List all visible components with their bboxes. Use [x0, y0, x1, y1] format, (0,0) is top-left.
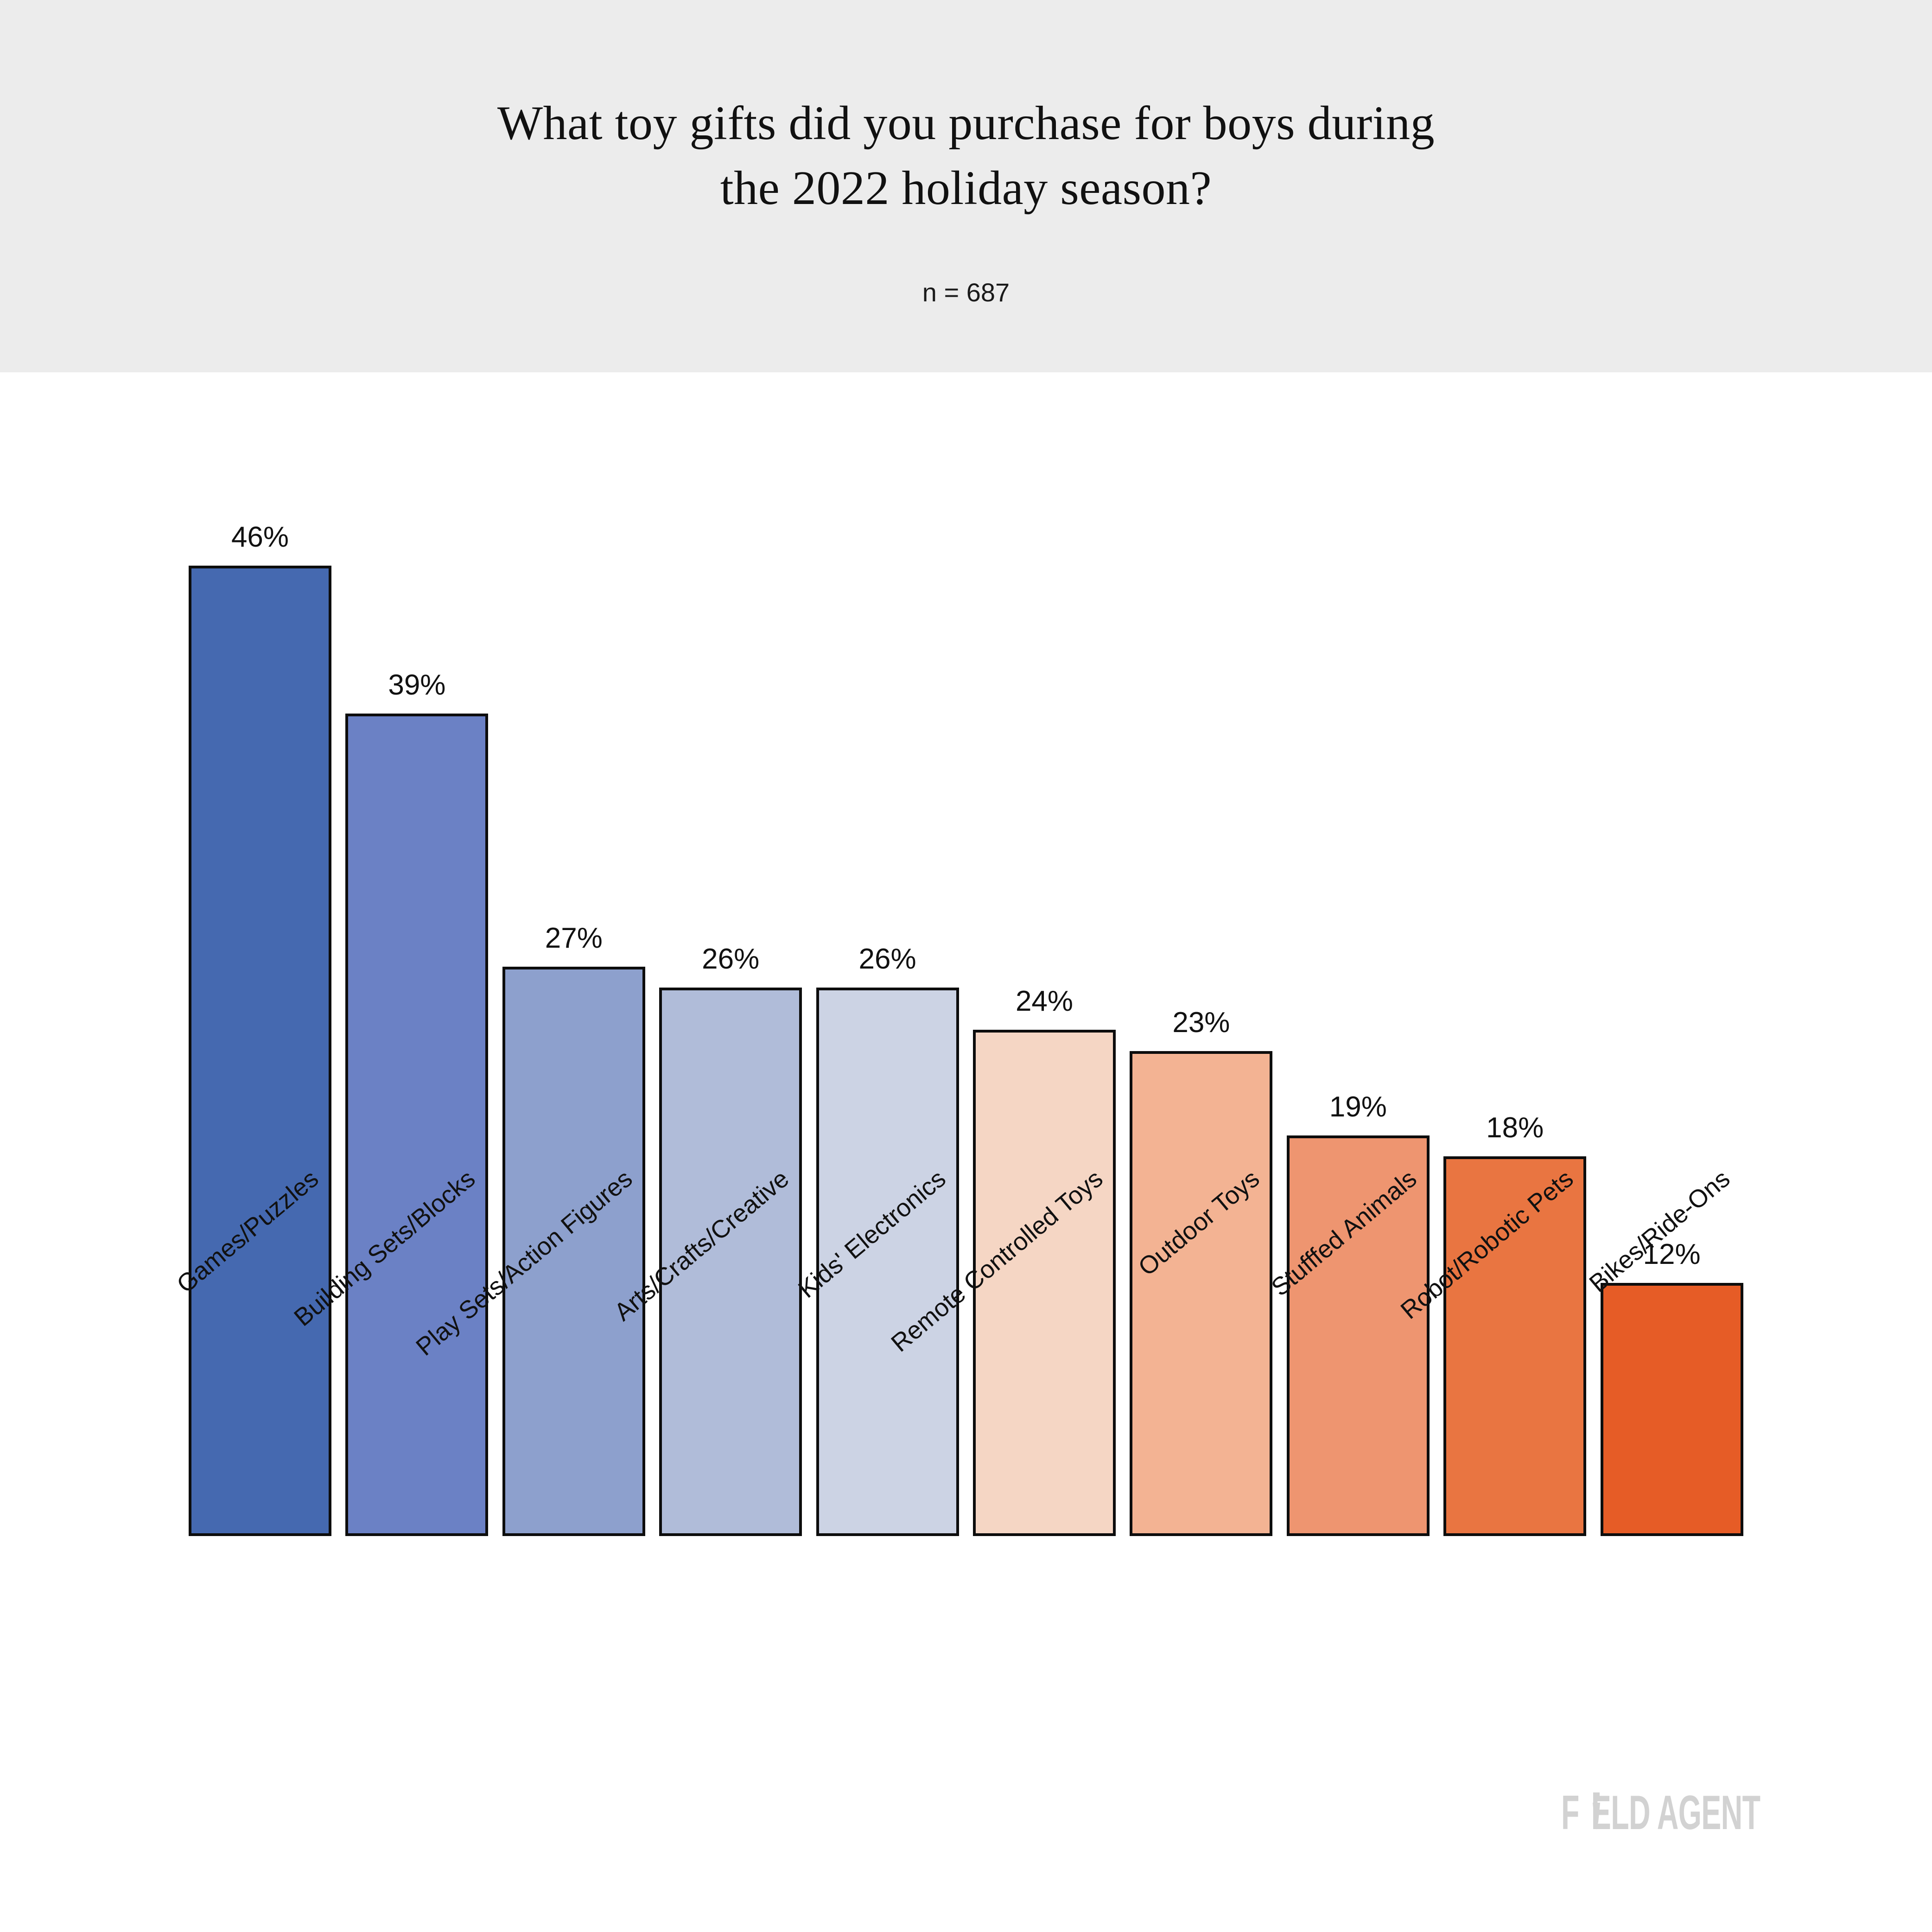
field-agent-logo: F ELD AGENT	[1561, 1789, 1830, 1841]
bar-rect[interactable]	[1600, 1283, 1743, 1536]
bar-value-label: 46%	[231, 521, 289, 553]
bar-value-label: 19%	[1329, 1090, 1387, 1123]
bar-value-label: 24%	[1015, 985, 1074, 1017]
field-agent-logo-text: F ELD AGENT	[1561, 1789, 1760, 1837]
bar-value-label: 12%	[1643, 1238, 1701, 1270]
bar-rect[interactable]	[1286, 1135, 1430, 1536]
logo-text-before-icon: F	[1561, 1786, 1579, 1840]
bar-value-label: 18%	[1486, 1112, 1544, 1144]
bar-rect[interactable]	[1443, 1156, 1587, 1536]
sample-size-subtitle: n = 687	[922, 278, 1010, 307]
bar-value-label: 26%	[858, 943, 916, 975]
bar-value-label: 39%	[388, 669, 446, 701]
bar-rect[interactable]	[659, 988, 802, 1536]
bar-rect[interactable]	[502, 966, 645, 1536]
bar-chart-plot-area: 46% Games/Puzzles 39% Building Sets/Blocks 2…	[0, 372, 1932, 1932]
necktie-icon	[1593, 1792, 1600, 1830]
bar-value-label: 23%	[1172, 1006, 1230, 1039]
logo-text-after-icon: ELD AGENT	[1591, 1786, 1760, 1840]
bar-rect[interactable]	[1130, 1051, 1273, 1536]
bar-rect[interactable]	[189, 566, 331, 1536]
bar-category-label: Bikes/Ride-Ons	[1584, 1164, 1735, 1298]
bar-rect[interactable]	[816, 988, 959, 1536]
bar-value-label: 26%	[702, 943, 760, 975]
bar-rect[interactable]	[973, 1030, 1116, 1536]
bar-value-label: 27%	[545, 922, 603, 954]
bar-rect[interactable]	[345, 713, 489, 1536]
header-band: What toy gifts did you purchase for boys…	[0, 0, 1932, 372]
page-title: What toy gifts did you purchase for boys…	[497, 96, 1435, 215]
